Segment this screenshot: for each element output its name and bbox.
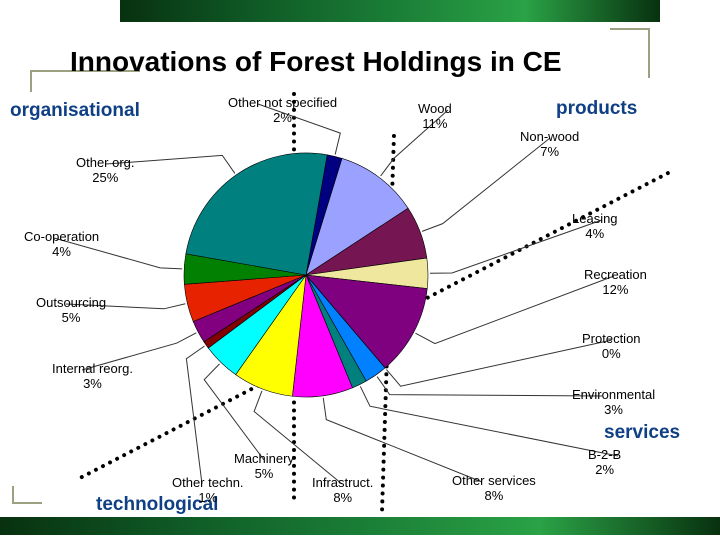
pie-slice-label: Recreation12% (584, 268, 647, 298)
pie-slice-label: Other not specified2% (228, 96, 337, 126)
pie-slice-label: Non-wood7% (520, 130, 579, 160)
pie-slice-label: Leasing4% (572, 212, 618, 242)
pie-slice-label: Wood11% (418, 102, 452, 132)
leader-line (186, 346, 204, 484)
leader-line (377, 377, 602, 396)
leader-line (386, 340, 612, 386)
pie-slice-label: Protection0% (582, 332, 641, 362)
pie-slice-label: Infrastruct.8% (312, 476, 373, 506)
pie-slice-label: Internal reorg.3% (52, 362, 133, 392)
pie-slice-label: Outsourcing5% (36, 296, 106, 326)
bottom-band (0, 517, 720, 540)
pie-slice-label: Co-operation4% (24, 230, 99, 260)
bottom-band-svg (0, 517, 720, 535)
pie-slice-label: Other techn.1% (172, 476, 244, 506)
pie-slice (186, 153, 327, 275)
pie-slice-label: Other org.25% (76, 156, 135, 186)
pie-slice-label: Other services8% (452, 474, 536, 504)
pie-slice-label: Environmental3% (572, 388, 655, 418)
pie-slice-label: B-2-B2% (588, 448, 621, 478)
leader-line (323, 398, 482, 482)
